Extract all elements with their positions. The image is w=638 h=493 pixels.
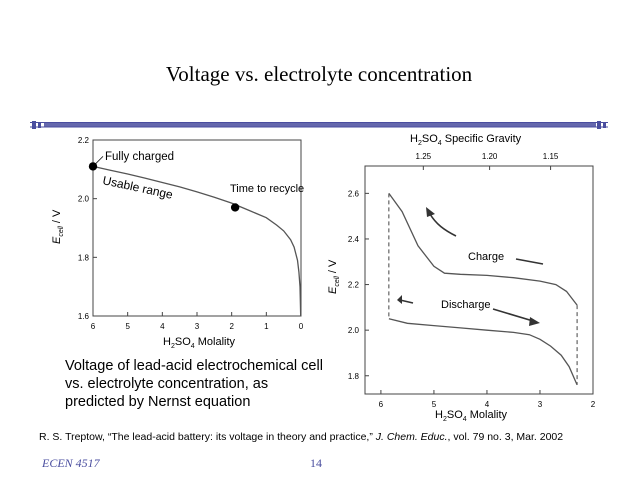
- charge-tail: [515, 258, 544, 265]
- rule-bar-left-2: [38, 122, 41, 128]
- charge-discharge-chart: H2SO4 Specific Gravity 6 5 4 3 2 1.8 2.0 2.2 2.4…: [327, 133, 596, 423]
- charge-curve: [388, 193, 578, 306]
- slide-title: Voltage vs. electrolyte concentration: [165, 62, 473, 86]
- discharge-label: Discharge: [441, 299, 491, 311]
- discharge-curve: [388, 318, 578, 386]
- x-tick-label: 6: [91, 322, 96, 331]
- rule-bar-left-1: [32, 121, 36, 129]
- x-axis-label: H2SO4 Molality: [435, 409, 508, 423]
- x-axis-label: H2SO4 Molality: [163, 336, 236, 350]
- chart-caption: Voltage of lead-acid electrochemical cel…: [65, 357, 350, 411]
- discharge-arrow: [492, 308, 534, 322]
- charge-arrow: [429, 213, 457, 237]
- charge-arrowhead: [426, 207, 435, 217]
- x-tick-label: 0: [299, 322, 304, 331]
- caption-line: predicted by Nernst equation: [65, 394, 251, 410]
- time-to-recycle-marker: [230, 203, 240, 212]
- reference-suffix: , vol. 79 no. 3, Mar. 2002: [447, 431, 564, 443]
- x-tick-label: 3: [195, 322, 200, 331]
- y-axis-label: Ecell / V: [327, 259, 341, 294]
- caption-line: vs. electrolyte concentration, as: [65, 376, 269, 392]
- fully-charged-label: Fully charged: [105, 151, 174, 163]
- y-tick-label: 1.8: [78, 253, 90, 262]
- reference-prefix: R. S. Treptow, “The lead-acid battery: i…: [39, 431, 376, 443]
- title-rule: [30, 121, 608, 129]
- time-to-recycle-label: Time to recycle: [230, 183, 304, 195]
- discharge-tail-head: [397, 295, 402, 304]
- x-tick-label: 5: [125, 322, 130, 331]
- rule-bar-main: [44, 122, 596, 127]
- y-tick-label: 2.4: [348, 235, 360, 244]
- y-tick-label: 2.6: [348, 189, 360, 198]
- plot-frame: [364, 165, 594, 395]
- y-tick-label: 2.2: [78, 136, 90, 145]
- nernst-curve: [92, 165, 302, 317]
- usable-range-label: Usable range: [101, 173, 174, 202]
- rule-bar-right-1: [597, 121, 601, 129]
- reference-journal: J. Chem. Educ.: [375, 431, 448, 443]
- plot-frame: [92, 139, 302, 317]
- x-tick-label: 4: [160, 322, 165, 331]
- caption-line: Voltage of lead-acid electrochemical cel…: [65, 358, 323, 374]
- y-tick-label: 1.8: [348, 372, 360, 381]
- course-code: ECEN 4517: [42, 456, 100, 470]
- x-tick-label: 3: [538, 400, 543, 409]
- discharge-tail: [399, 299, 414, 304]
- discharge-arrowhead: [529, 317, 540, 326]
- y-axis-label: Ecell / V: [51, 209, 65, 244]
- x-tick-label: 1: [264, 322, 269, 331]
- top-axis-title: H2SO4 Specific Gravity: [410, 133, 522, 147]
- y-tick-label: 2.0: [348, 326, 360, 335]
- x-tick-label: 5: [432, 400, 437, 409]
- y-tick-label: 2.0: [78, 195, 90, 204]
- rule-bar-right-2: [603, 122, 606, 128]
- top-tick-label: 1.20: [482, 152, 498, 161]
- top-tick-label: 1.15: [543, 152, 559, 161]
- x-tick-label: 2: [229, 322, 234, 331]
- x-tick-label: 6: [379, 400, 384, 409]
- fully-charged-leader: [92, 156, 104, 167]
- charge-label: Charge: [468, 251, 504, 263]
- page-number: 14: [310, 456, 322, 470]
- x-tick-label: 2: [591, 400, 596, 409]
- nernst-voltage-chart: 6 5 4 3 2 1 0 1.6 1.8 2.0 2.2 Fully charged Time t…: [51, 136, 304, 350]
- x-tick-label: 4: [485, 400, 490, 409]
- top-tick-label: 1.25: [416, 152, 432, 161]
- y-tick-label: 2.2: [348, 281, 360, 290]
- y-tick-label: 1.6: [78, 312, 90, 321]
- reference-citation: R. S. Treptow, “The lead-acid battery: i…: [39, 431, 563, 443]
